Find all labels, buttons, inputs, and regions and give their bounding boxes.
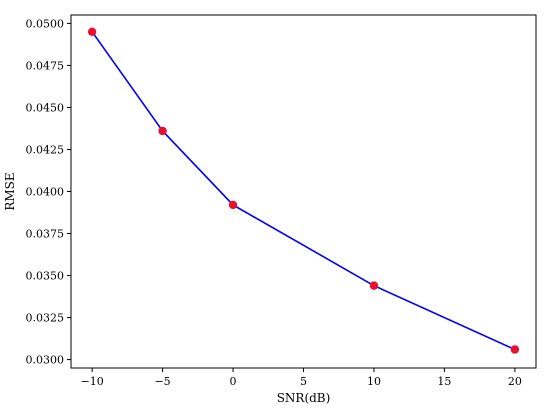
data-point xyxy=(158,126,167,136)
x-tick-label: 20 xyxy=(508,375,522,388)
x-tick-label: −10 xyxy=(81,375,104,388)
plot-frame xyxy=(70,14,537,369)
x-axis-label: SNR(dB) xyxy=(277,391,331,405)
y-tick-label: 0.0375 xyxy=(26,228,65,241)
y-tick-label: 0.0425 xyxy=(26,143,65,156)
axis-ticks: −10 −5 0 5 10 15 20 0.0300 0.0325 0.0350 0.0375 0.0… xyxy=(26,17,522,388)
y-tick-label: 0.0475 xyxy=(26,59,65,72)
x-tick-label: −5 xyxy=(154,375,170,388)
y-tick-label: 0.0350 xyxy=(26,270,65,283)
y-tick-label: 0.0400 xyxy=(26,186,65,199)
x-tick-label: 0 xyxy=(230,375,237,388)
y-tick-label: 0.0450 xyxy=(26,101,65,114)
series-line xyxy=(91,31,516,351)
x-tick-label: 5 xyxy=(300,375,307,388)
y-tick-label: 0.0325 xyxy=(26,312,65,325)
x-tick-label: 10 xyxy=(367,375,381,388)
data-point xyxy=(228,200,238,210)
data-point xyxy=(369,281,379,290)
y-tick-label: 0.0500 xyxy=(26,17,65,30)
y-tick-label: 0.0300 xyxy=(26,354,65,367)
data-point xyxy=(87,27,97,37)
series-layer xyxy=(87,27,520,354)
y-axis-label: RMSE xyxy=(3,172,17,210)
x-tick-label: 15 xyxy=(437,375,451,388)
data-point xyxy=(510,345,520,354)
